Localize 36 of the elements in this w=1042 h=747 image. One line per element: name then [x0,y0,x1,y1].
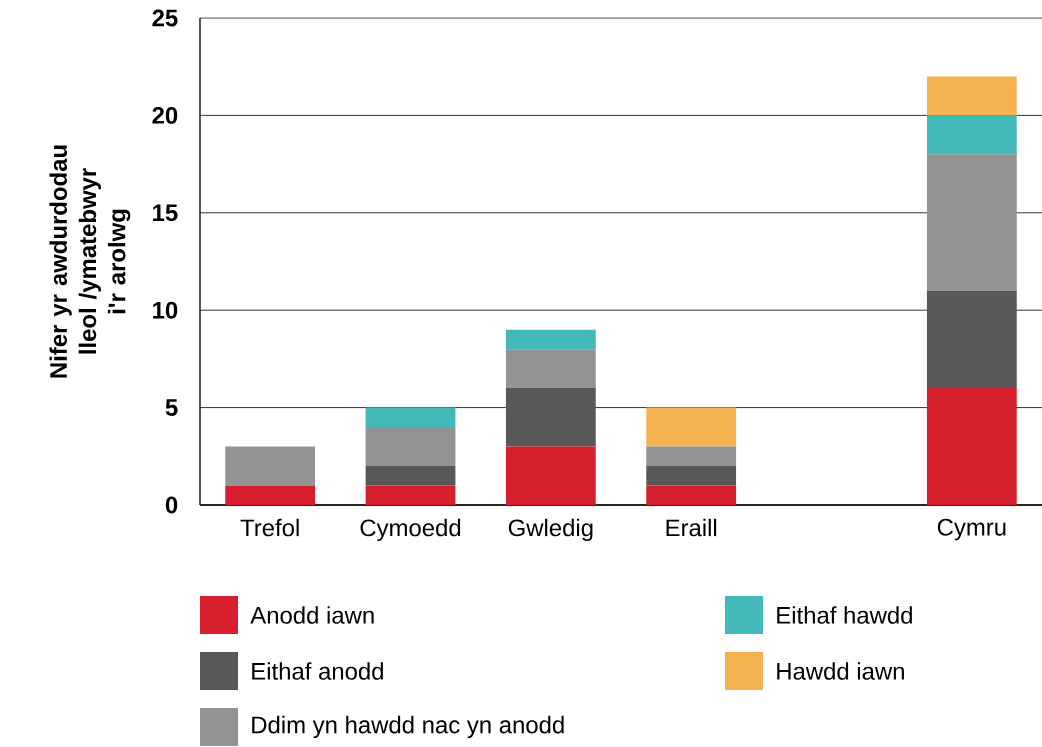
bar [926,76,1017,116]
x-tick-label: Eraill [666,518,717,537]
bar [365,485,456,505]
y-tick-label: 10 [153,301,178,319]
bar [926,388,1017,505]
legend-label: Eithaf hawdd [777,606,912,624]
bar [225,485,316,505]
x-tick-label: Cymoedd [360,518,461,542]
y-tick-label: 25 [152,9,178,27]
bar [365,407,456,428]
bar [505,329,596,350]
bar [926,115,1017,155]
y-tick-label: 15 [153,204,178,222]
bar [646,485,737,505]
bar [926,290,1017,389]
legend-label: Ddim yn hawdd nac yn anodd [252,715,564,739]
bar [365,466,456,486]
x-tick-label: Gwledig [508,518,593,542]
legend-label: Eithaf anodd [252,662,383,680]
bar [225,446,316,486]
legend-label: Anodd iawn [250,606,374,624]
bar [505,349,596,389]
x-tick-label: Trefol [240,518,299,537]
bar [505,388,596,447]
y-tick-label: 5 [165,399,178,416]
bar [505,446,596,505]
bar [646,466,737,486]
y-tick-label: 20 [152,106,178,124]
x-tick-label: Cymru [937,518,1006,541]
bar [646,407,737,447]
bar [926,154,1017,291]
bar [365,427,456,467]
legend-label: Hawdd iawn [777,662,904,680]
y-tick-label: 0 [165,496,178,514]
bar [646,446,737,467]
y-axis-title: Nifer yr awdurdodau lleol /ymatebwyr i'r arolwg [49,145,131,378]
